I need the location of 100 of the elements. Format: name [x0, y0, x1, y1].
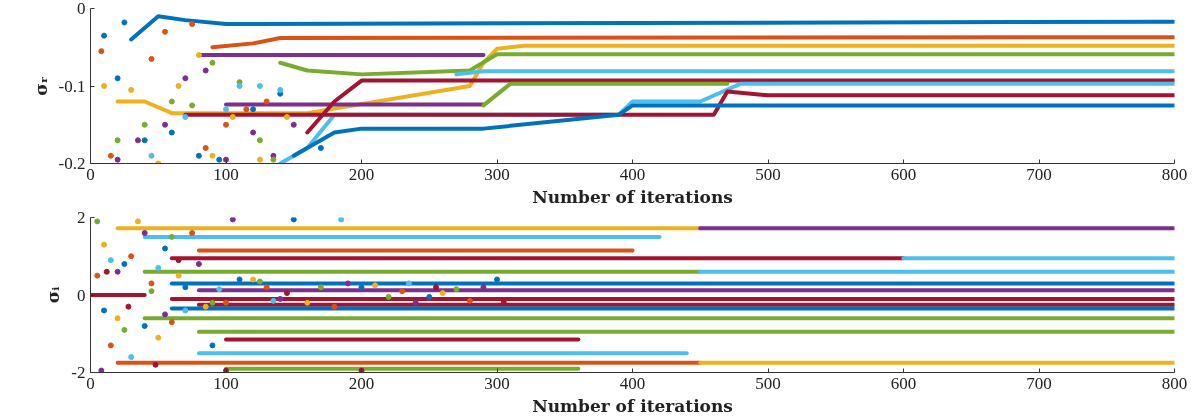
x-tick-label: 700 [1026, 373, 1052, 393]
x-tick-label: 600 [890, 164, 917, 184]
point [141, 137, 148, 144]
x-tick-label: 700 [1026, 164, 1052, 184]
point [189, 230, 196, 236]
x-tick-label: 300 [484, 164, 510, 184]
point [125, 303, 132, 310]
point [236, 276, 243, 283]
point [223, 367, 229, 373]
point [94, 218, 101, 225]
y-axis-title: σᵣ [30, 76, 51, 96]
point [182, 307, 189, 314]
point [148, 280, 155, 287]
point [168, 98, 175, 105]
point [338, 217, 345, 223]
point [304, 299, 311, 306]
point [209, 299, 216, 306]
point [270, 156, 277, 163]
line-series [210, 35, 1175, 50]
point [134, 218, 141, 225]
point [256, 278, 263, 285]
y-tick-label: -2 [71, 363, 86, 382]
point [148, 288, 155, 295]
point [195, 52, 202, 58]
point [223, 299, 229, 306]
point [107, 342, 114, 349]
x-axis-title: Number of iterations [532, 395, 733, 416]
point [202, 145, 209, 151]
point [344, 280, 351, 287]
point [141, 121, 148, 128]
point [121, 261, 128, 267]
x-tick-label: 500 [755, 164, 781, 184]
point [162, 245, 169, 252]
line-series [278, 52, 1175, 77]
point [317, 145, 324, 151]
x-tick-label: 200 [348, 164, 375, 184]
point [283, 290, 290, 297]
point [182, 75, 189, 82]
point [256, 83, 263, 89]
x-tick-label: 500 [755, 373, 781, 393]
point [202, 67, 209, 74]
point [162, 121, 169, 128]
point [209, 59, 216, 66]
x-tick-label: 300 [484, 373, 510, 393]
point [114, 75, 121, 82]
point [94, 272, 101, 279]
point [236, 83, 243, 89]
point [189, 102, 196, 109]
point [101, 307, 108, 314]
point [107, 152, 114, 159]
point [114, 137, 121, 144]
point [114, 315, 121, 322]
point [168, 233, 175, 240]
point [162, 311, 169, 318]
point [256, 156, 263, 163]
x-tick-label: 600 [890, 373, 917, 393]
point [162, 28, 169, 35]
point [128, 86, 135, 93]
point [250, 129, 257, 136]
point [317, 284, 324, 291]
point [331, 303, 338, 310]
point [453, 286, 460, 293]
point [152, 361, 159, 368]
point [243, 106, 250, 113]
point [101, 32, 108, 39]
x-tick-label: 100 [213, 373, 239, 393]
y-tick-label: -0.1 [58, 76, 86, 96]
point [290, 217, 297, 223]
point [216, 156, 223, 163]
point [216, 286, 223, 293]
point [195, 152, 202, 159]
point [405, 280, 412, 287]
point [98, 367, 105, 373]
point [263, 284, 270, 291]
point [202, 303, 209, 310]
x-axis-title: Number of iterations [532, 186, 733, 207]
point [114, 156, 121, 163]
point [107, 257, 114, 264]
y-axis-title: σᵢ [43, 286, 64, 304]
point [182, 284, 189, 291]
point [223, 121, 229, 128]
point [134, 137, 141, 144]
point [256, 137, 263, 144]
point [155, 264, 162, 271]
point [128, 253, 135, 260]
point [141, 323, 148, 329]
x-tick-label: 200 [348, 373, 375, 393]
point [277, 86, 284, 93]
point [195, 261, 202, 267]
point [358, 367, 365, 373]
point [114, 268, 121, 275]
point [148, 152, 155, 159]
point [189, 21, 196, 27]
x-tick-label: 100 [213, 164, 239, 184]
point [494, 276, 500, 283]
point [103, 268, 110, 275]
point [250, 276, 257, 283]
point [399, 288, 406, 295]
point [466, 297, 473, 304]
point [182, 114, 189, 120]
